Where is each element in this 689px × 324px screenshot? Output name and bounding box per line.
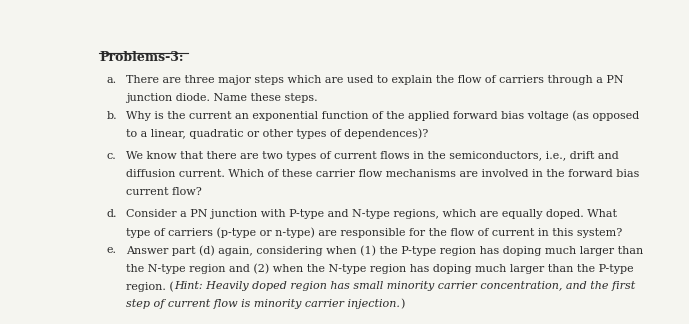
Text: a.: a. [106, 75, 116, 85]
Text: step of current flow is minority carrier injection.: step of current flow is minority carrier… [126, 299, 400, 309]
Text: c.: c. [106, 151, 116, 161]
Text: There are three major steps which are used to explain the flow of carriers throu: There are three major steps which are us… [126, 75, 624, 85]
Text: Answer part (d) again, considering when (1) the P-type region has doping much la: Answer part (d) again, considering when … [126, 245, 644, 256]
Text: Why is the current an exponential function of the applied forward bias voltage (: Why is the current an exponential functi… [126, 110, 639, 121]
Text: junction diode. Name these steps.: junction diode. Name these steps. [126, 93, 318, 103]
Text: We know that there are two types of current flows in the semiconductors, i.e., d: We know that there are two types of curr… [126, 151, 619, 161]
Text: d.: d. [106, 209, 117, 219]
Text: e.: e. [106, 245, 116, 255]
Text: type of carriers (p-type or n-type) are responsible for the flow of current in t: type of carriers (p-type or n-type) are … [126, 227, 622, 238]
Text: b.: b. [106, 110, 117, 121]
Text: diffusion current. Which of these carrier flow mechanisms are involved in the fo: diffusion current. Which of these carrie… [126, 169, 639, 179]
Text: ): ) [400, 299, 404, 309]
Text: Consider a PN junction with P-type and N-type regions, which are equally doped. : Consider a PN junction with P-type and N… [126, 209, 617, 219]
Text: the N-type region and (2) when the N-type region has doping much larger than the: the N-type region and (2) when the N-typ… [126, 263, 634, 274]
Text: to a linear, quadratic or other types of dependences)?: to a linear, quadratic or other types of… [126, 129, 429, 139]
Text: Problems-3:: Problems-3: [99, 51, 184, 64]
Text: region. (: region. ( [126, 281, 174, 292]
Text: current flow?: current flow? [126, 187, 202, 197]
Text: Hint: Heavily doped region has small minority carrier concentration, and the fir: Hint: Heavily doped region has small min… [174, 281, 635, 291]
